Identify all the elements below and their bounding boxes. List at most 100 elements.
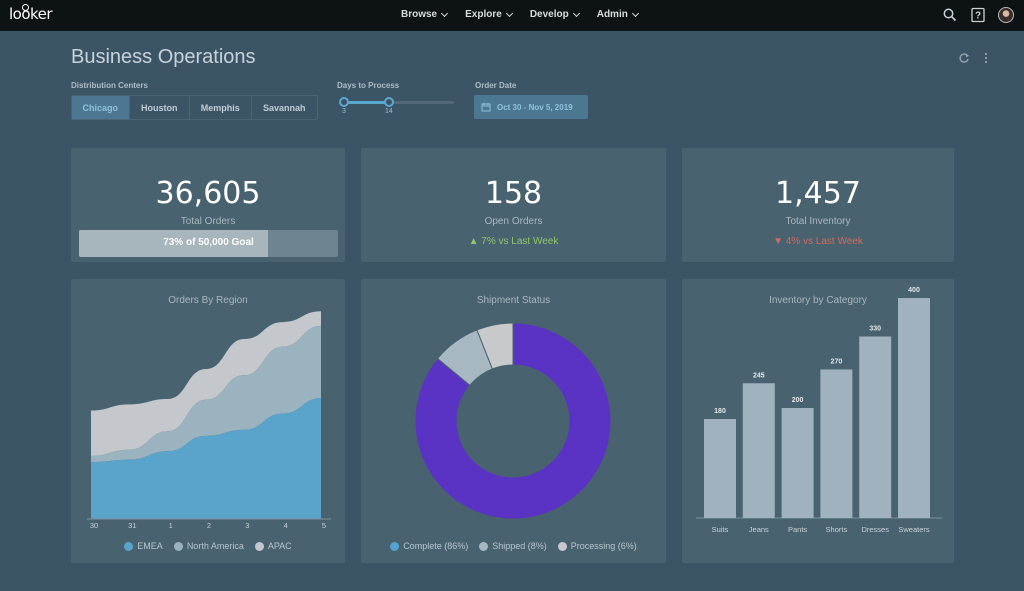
- x-tick-label: 4: [284, 521, 288, 530]
- bar-shorts[interactable]: [820, 369, 853, 519]
- bar-value-label: 180: [714, 408, 726, 415]
- legend-label-complete: Complete (86%): [403, 541, 469, 551]
- x-tick-label: Jeans: [749, 525, 769, 534]
- search-icon[interactable]: [942, 7, 958, 23]
- order-date-picker[interactable]: Oct 30 - Nov 5, 2019: [474, 95, 588, 119]
- top-nav-bar: looker Browse Explore Develop Admin ?: [0, 0, 1024, 31]
- filter-option-savannah[interactable]: Savannah: [263, 102, 306, 113]
- goal-progress-fill: [79, 230, 269, 257]
- dashboard-actions: [958, 52, 989, 64]
- distribution-center-toggle: Chicago Houston Memphis Savannah: [71, 95, 318, 120]
- inventory-by-category-title: Inventory by Category: [769, 295, 867, 306]
- bar-value-label: 400: [908, 287, 920, 294]
- legend-dot-north-america: [173, 541, 183, 551]
- nav-menu: Browse Explore Develop Admin: [401, 9, 656, 20]
- looker-logo-mark: [22, 4, 29, 11]
- filter-label-order-date: Order Date: [475, 81, 517, 90]
- days-slider-min-value: 3: [342, 108, 346, 115]
- days-slider-track[interactable]: [344, 101, 454, 104]
- days-slider-max-handle[interactable]: [384, 97, 394, 107]
- svg-text:?: ?: [975, 11, 981, 22]
- nav-admin-label: Admin: [596, 9, 628, 20]
- bar-sweaters[interactable]: [898, 298, 930, 518]
- shipment-status-chart: [414, 322, 612, 520]
- total-orders-label: Total Orders: [180, 216, 236, 227]
- chart-tile-orders-by-region: Orders By Region 30 31 1 2 3 4 5 EMEA North Am…: [71, 279, 345, 563]
- donut-slice-complete[interactable]: [414, 322, 612, 520]
- legend-label-north-america: North America: [186, 541, 244, 551]
- area-emea[interactable]: [91, 398, 321, 519]
- bar-suits[interactable]: [704, 419, 736, 518]
- filter-option-memphis[interactable]: Memphis: [190, 96, 252, 119]
- more-vert-icon[interactable]: [983, 52, 989, 64]
- chevron-down-icon: [441, 9, 449, 17]
- nav-browse[interactable]: Browse: [401, 9, 449, 20]
- x-tick-label: Dresses: [861, 525, 889, 534]
- x-tick-label: 30: [90, 521, 98, 530]
- nav-explore[interactable]: Explore: [465, 9, 513, 20]
- x-tick-label: 31: [128, 521, 136, 530]
- page-title: Business Operations: [71, 46, 256, 68]
- chart-tile-shipment-status: Shipment Status Complete (86%) Shipped (…: [361, 279, 666, 563]
- nav-admin[interactable]: Admin: [596, 9, 639, 20]
- bar-dresses[interactable]: [859, 336, 892, 519]
- bar-jeans[interactable]: [742, 383, 775, 518]
- donut-slice-processing[interactable]: [476, 322, 514, 370]
- x-tick-label: 2: [207, 521, 211, 530]
- goal-progress-bar: 73% of 50,000 Goal: [79, 230, 338, 257]
- bar-value-label: 270: [831, 359, 843, 366]
- nav-develop[interactable]: Develop: [530, 9, 580, 20]
- total-inventory-delta-text: 4% vs Last Week: [785, 236, 863, 247]
- legend-item-processing[interactable]: Processing (6%): [557, 541, 637, 551]
- legend-item-shipped[interactable]: Shipped (8%): [479, 541, 547, 551]
- legend-dot-processing: [557, 541, 567, 551]
- kpi-tile-open-orders: 158 Open Orders ▲ 7% vs Last Week: [361, 148, 666, 262]
- looker-logo[interactable]: looker: [9, 5, 53, 23]
- x-tick-label: Pants: [788, 525, 807, 534]
- chevron-down-icon: [572, 9, 580, 17]
- total-inventory-label: Total Inventory: [785, 216, 851, 227]
- legend-item-emea[interactable]: EMEA: [124, 541, 163, 551]
- shipment-status-legend: Complete (86%) Shipped (8%) Processing (…: [361, 541, 666, 551]
- x-tick-label: 3: [245, 521, 249, 530]
- days-slider-max-value: 14: [385, 108, 393, 115]
- x-tick-label: 1: [169, 521, 173, 530]
- open-orders-value: 158: [484, 176, 543, 211]
- legend-item-north-america[interactable]: North America: [173, 541, 244, 551]
- orders-by-region-legend: EMEA North America APAC: [71, 541, 345, 551]
- help-icon[interactable]: ?: [970, 7, 986, 23]
- legend-dot-emea: [124, 541, 134, 551]
- bar-pants[interactable]: [781, 408, 814, 518]
- legend-dot-complete: [390, 541, 400, 551]
- inventory-by-category-chart: 180 Suits 245 Jeans 200 Pants 270 Shorts 330 Dres…: [696, 287, 942, 534]
- shipment-status-title: Shipment Status: [476, 295, 551, 306]
- legend-label-emea: EMEA: [137, 541, 163, 551]
- filter-option-houston[interactable]: Houston: [130, 96, 191, 119]
- legend-item-complete[interactable]: Complete (86%): [390, 541, 468, 551]
- legend-item-apac[interactable]: APAC: [254, 541, 292, 551]
- bar-value-label: 330: [869, 326, 881, 333]
- open-orders-delta-text: 7% vs Last Week: [481, 236, 559, 247]
- open-orders-delta: ▲ 7% vs Last Week: [361, 236, 666, 247]
- legend-label-shipped: Shipped (8%): [492, 541, 547, 551]
- bar-value-label: 200: [792, 397, 804, 404]
- days-slider-range: [344, 101, 390, 104]
- chevron-down-icon: [631, 9, 639, 17]
- user-avatar[interactable]: [998, 7, 1014, 23]
- filter-option-chicago[interactable]: Chicago: [72, 96, 130, 119]
- legend-dot-shipped: [479, 541, 489, 551]
- x-tick-label: Suits: [712, 525, 729, 534]
- kpi-tile-total-orders: 36,605 Total Orders 73% of 50,000 Goal: [71, 148, 345, 262]
- legend-label-processing: Processing (6%): [570, 541, 637, 551]
- order-date-value: Oct 30 - Nov 5, 2019: [497, 102, 573, 112]
- area-apac[interactable]: [91, 311, 321, 456]
- x-tick-label: Shorts: [826, 525, 848, 534]
- total-inventory-value: 1,457: [775, 176, 861, 211]
- chart-tile-inventory-by-category: Inventory by Category 180 Suits 245 Jeans 20…: [682, 279, 954, 563]
- orders-by-region-title: Orders By Region: [168, 295, 248, 306]
- x-tick-label: 5: [322, 521, 326, 530]
- area-north-america[interactable]: [91, 325, 321, 463]
- refresh-icon[interactable]: [958, 52, 970, 64]
- arrow-up-icon: ▲: [468, 236, 479, 247]
- days-slider-min-handle[interactable]: [339, 97, 349, 107]
